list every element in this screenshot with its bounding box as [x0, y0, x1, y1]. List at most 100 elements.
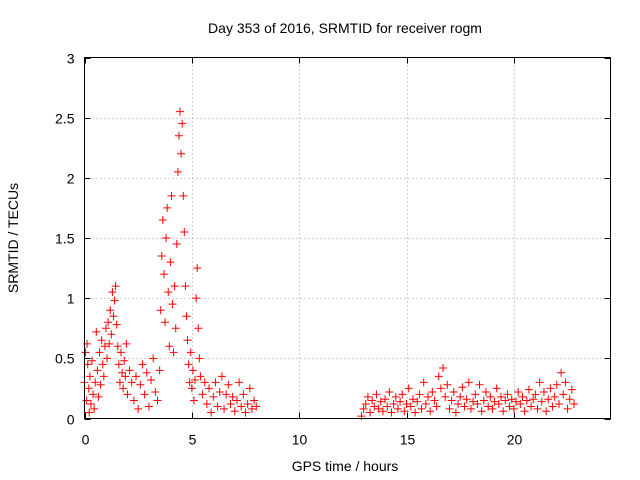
data-point	[567, 385, 576, 394]
x-tick-label: 15	[400, 432, 416, 448]
data-point	[161, 318, 170, 327]
data-point	[168, 300, 177, 309]
data-point	[402, 400, 411, 409]
data-point	[544, 395, 553, 404]
data-point	[166, 258, 175, 267]
y-axis-label: SRMTID / TECUs	[5, 183, 21, 293]
data-point	[101, 324, 110, 333]
data-point	[499, 407, 508, 416]
data-point	[171, 324, 180, 333]
data-point	[108, 288, 117, 297]
data-point	[157, 252, 166, 261]
data-point	[202, 400, 211, 409]
x-axis-label: GPS time / hours	[292, 458, 399, 474]
data-point	[445, 404, 454, 413]
data-point	[123, 390, 132, 399]
data-point	[191, 375, 200, 384]
data-point	[217, 372, 226, 381]
data-point	[140, 390, 149, 399]
data-point	[114, 360, 123, 369]
data-point	[426, 407, 435, 416]
data-point	[398, 390, 407, 399]
data-point	[507, 395, 516, 404]
y-tick-label: 0	[67, 412, 75, 428]
data-point	[250, 396, 259, 405]
data-point	[451, 408, 460, 417]
data-point	[106, 306, 115, 315]
data-point	[156, 306, 165, 315]
data-point	[539, 388, 548, 397]
data-point	[565, 395, 574, 404]
data-point	[176, 107, 185, 116]
grid-layer	[84, 57, 611, 419]
data-point	[411, 408, 420, 417]
data-point	[116, 348, 125, 357]
data-point	[245, 384, 254, 393]
data-point	[490, 397, 499, 406]
x-tick-label: 5	[189, 432, 197, 448]
data-point	[464, 378, 473, 387]
data-point	[559, 390, 568, 399]
data-point	[432, 402, 441, 411]
data-point	[155, 366, 164, 375]
data-point	[224, 380, 233, 389]
data-point	[434, 372, 443, 381]
data-point	[546, 384, 555, 393]
data-point	[408, 395, 417, 404]
data-point	[531, 390, 540, 399]
data-point	[97, 336, 106, 345]
data-point	[533, 404, 542, 413]
data-point	[119, 384, 128, 393]
axis-layer: 0 0.5 1 1.5 2 2.5 3 0 5 10 15 20	[55, 51, 611, 448]
data-point	[167, 191, 176, 200]
data-point	[109, 312, 118, 321]
data-point	[209, 392, 218, 401]
data-point	[105, 339, 114, 348]
data-point	[241, 408, 250, 417]
data-point	[85, 372, 94, 381]
data-point	[462, 395, 471, 404]
data-point	[400, 407, 409, 416]
data-point	[153, 396, 162, 405]
data-point	[454, 400, 463, 409]
data-point	[183, 336, 192, 345]
data-point	[207, 408, 216, 417]
data-point	[187, 384, 196, 393]
data-point	[193, 264, 202, 273]
data-point	[522, 396, 531, 405]
data-point	[563, 404, 572, 413]
data-point	[174, 131, 183, 140]
data-point	[475, 380, 484, 389]
data-point	[396, 397, 405, 406]
x-tick-label: 20	[507, 432, 523, 448]
data-point	[512, 397, 521, 406]
data-point	[84, 384, 93, 393]
data-point	[383, 402, 392, 411]
data-point	[391, 392, 400, 401]
data-point	[505, 402, 514, 411]
data-point	[488, 404, 497, 413]
data-point	[443, 380, 452, 389]
data-point	[89, 390, 98, 399]
data-point	[477, 407, 486, 416]
data-point	[93, 366, 102, 375]
data-point	[466, 404, 475, 413]
data-point	[232, 396, 241, 405]
data-point	[164, 288, 173, 297]
data-point	[111, 282, 120, 291]
data-point	[83, 360, 92, 369]
data-point	[424, 392, 433, 401]
data-point	[494, 400, 503, 409]
data-point	[520, 407, 529, 416]
data-point	[439, 363, 448, 372]
data-point	[529, 395, 538, 404]
data-point	[550, 392, 559, 401]
data-point	[226, 400, 235, 409]
data-point	[413, 397, 422, 406]
data-point	[548, 402, 557, 411]
data-point	[122, 339, 131, 348]
data-point	[151, 388, 160, 397]
data-point	[91, 378, 100, 387]
data-point	[85, 408, 94, 417]
data-point	[537, 397, 546, 406]
